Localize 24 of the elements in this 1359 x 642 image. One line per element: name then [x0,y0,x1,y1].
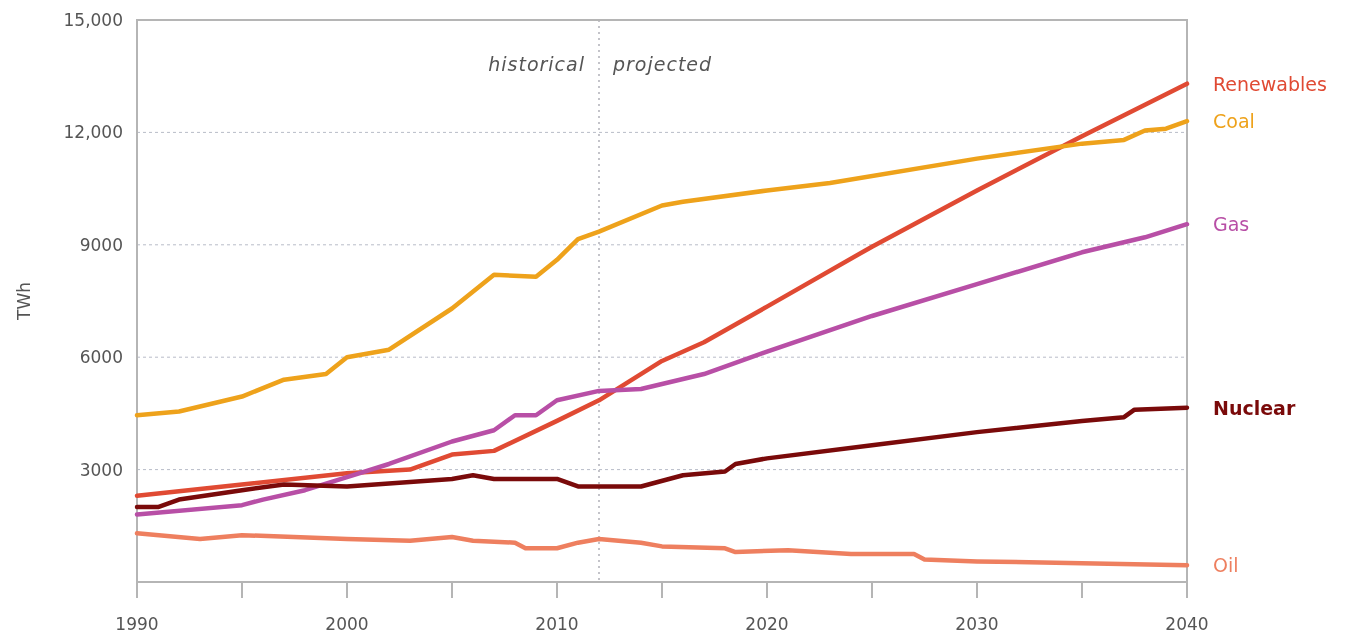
series-label: Gas [1213,213,1250,236]
line-series [134,405,1190,510]
x-tick-label: 1990 [115,614,159,634]
series-label: Coal [1213,110,1255,133]
series-label: Renewables [1213,72,1327,95]
x-tick-label: 2020 [745,614,789,634]
line-series [134,221,1190,517]
series-label: Nuclear [1213,396,1296,419]
y-tick-label: 6000 [79,347,123,368]
line-series [134,531,1190,568]
series-label: Oil [1213,554,1239,577]
x-tick-label: 2040 [1165,614,1209,634]
annotation: historical [488,53,585,75]
x-tick-label: 2030 [955,614,999,634]
y-tick-label: 15,000 [63,10,123,30]
line-series [134,118,1190,418]
x-tick-label: 2000 [325,614,369,634]
line-series [134,81,1190,499]
x-tick-label: 2010 [535,614,579,634]
annotation: projected [612,53,713,75]
y-tick-label: 9000 [79,234,123,255]
y-axis-title: TWh [14,282,34,321]
y-tick-label: 12,000 [63,122,123,143]
y-tick-label: 3000 [79,459,123,480]
